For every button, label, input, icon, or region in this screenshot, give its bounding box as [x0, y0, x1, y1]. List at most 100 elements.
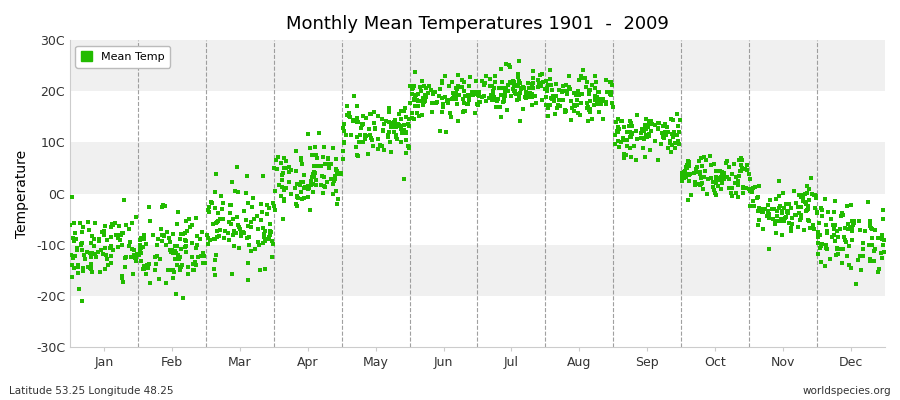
Point [794, 194, 808, 200]
Point [69, 247, 84, 253]
Point [583, 108, 598, 115]
Point [150, 242, 165, 248]
Point [817, 262, 832, 269]
Point [679, 164, 693, 170]
Point [584, 116, 598, 122]
Point [644, 146, 658, 153]
Point [262, 234, 276, 240]
Point [374, 143, 389, 150]
Point [75, 246, 89, 253]
Point [853, 226, 868, 233]
Point [628, 157, 643, 164]
Point [752, 205, 767, 211]
Point [661, 145, 675, 152]
Point [293, 155, 308, 162]
Point [382, 104, 396, 111]
Point [750, 195, 764, 201]
Point [386, 119, 400, 125]
Point [310, 155, 324, 162]
Point [211, 219, 225, 225]
Point [187, 259, 202, 266]
Point [81, 264, 95, 270]
Point [260, 202, 274, 208]
Point [399, 150, 413, 156]
Point [142, 218, 157, 224]
Point [132, 242, 147, 248]
Point [801, 206, 815, 212]
Point [792, 192, 806, 198]
Point [526, 85, 540, 91]
Point [340, 112, 355, 119]
Point [725, 193, 740, 199]
Point [479, 98, 493, 105]
Point [114, 232, 129, 239]
Point [485, 96, 500, 103]
Point [508, 82, 522, 88]
Point [164, 249, 178, 255]
Point [381, 132, 395, 139]
Point [620, 142, 634, 149]
Point [713, 177, 727, 183]
Point [760, 208, 775, 215]
Point [574, 72, 589, 79]
Point [833, 246, 848, 252]
Point [772, 205, 787, 212]
Point [474, 94, 489, 100]
Point [326, 181, 340, 188]
Point [328, 176, 343, 182]
Point [170, 221, 184, 228]
Point [623, 117, 637, 124]
Point [382, 129, 396, 135]
Point [154, 226, 168, 232]
Point [256, 240, 270, 246]
Point [293, 188, 308, 195]
Point [742, 171, 756, 178]
Point [784, 225, 798, 232]
Point [447, 92, 462, 99]
Point [390, 135, 404, 142]
Point [250, 213, 265, 220]
Point [260, 236, 274, 242]
Point [516, 84, 530, 91]
Point [310, 162, 324, 169]
Point [279, 157, 293, 164]
Point [76, 240, 90, 246]
Point [153, 256, 167, 262]
Point [525, 91, 539, 98]
Point [525, 102, 539, 108]
Point [516, 106, 530, 112]
Point [651, 120, 665, 126]
Point [152, 276, 166, 282]
Point [805, 190, 819, 197]
Point [477, 93, 491, 99]
Point [850, 280, 864, 287]
Point [619, 137, 634, 144]
Point [592, 96, 607, 102]
Point [513, 90, 527, 96]
Point [350, 103, 365, 109]
Point [401, 144, 416, 150]
Point [630, 136, 644, 142]
Point [349, 152, 364, 158]
Point [682, 171, 697, 178]
Point [209, 220, 223, 226]
Point [875, 254, 889, 261]
Point [815, 212, 830, 219]
Point [127, 246, 141, 253]
Point [135, 266, 149, 272]
Point [408, 93, 422, 100]
Point [734, 154, 748, 161]
Point [722, 163, 736, 170]
Point [709, 192, 724, 198]
Point [832, 226, 847, 232]
Point [514, 85, 528, 91]
Point [482, 94, 496, 101]
Point [222, 237, 237, 243]
Point [539, 78, 554, 84]
Point [856, 246, 870, 252]
Point [462, 93, 476, 100]
Point [872, 266, 886, 272]
Point [350, 115, 365, 121]
Point [731, 194, 745, 200]
Point [166, 267, 180, 273]
